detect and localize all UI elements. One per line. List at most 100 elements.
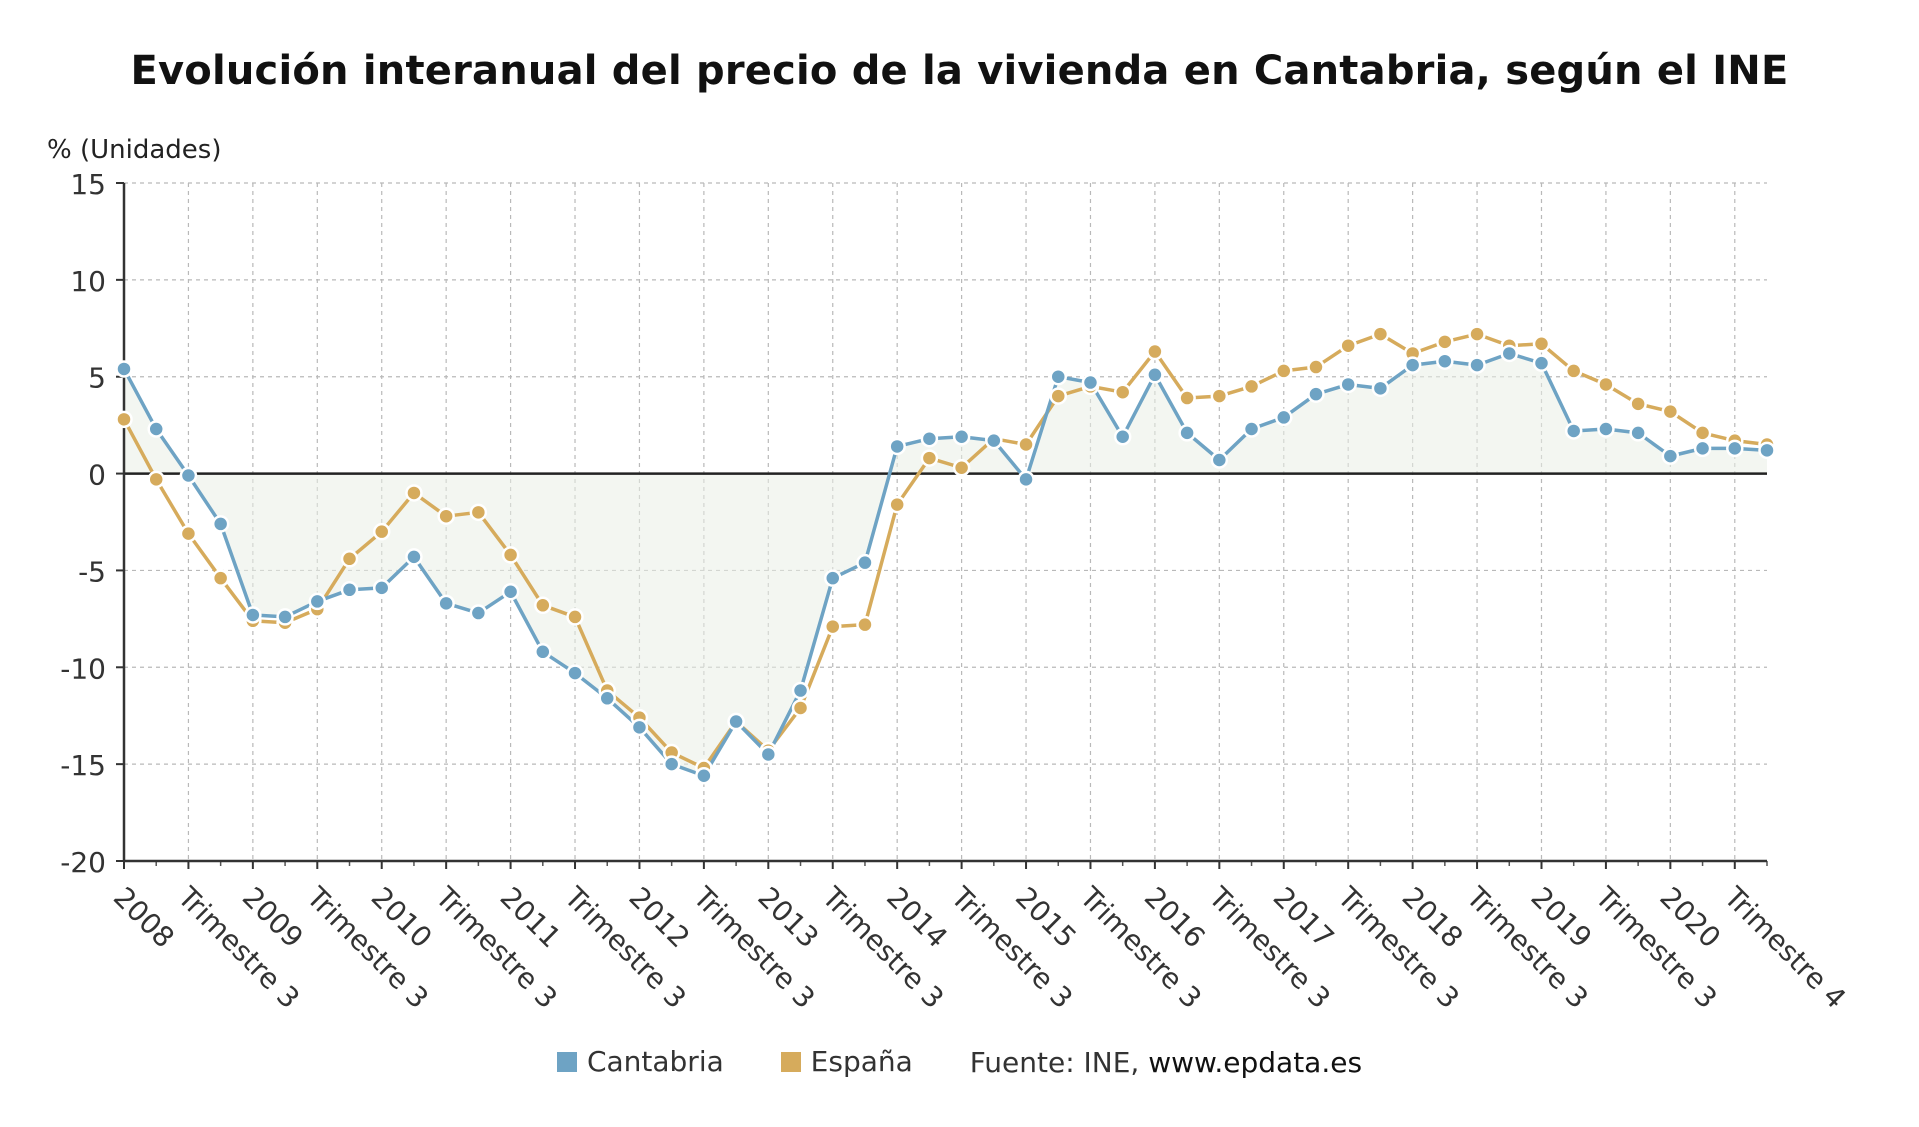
data-point-cantabria	[727, 712, 745, 731]
y-tick-labels: 15 10 5 0 -5 -10 -15 -20	[60, 168, 106, 879]
series-line-cantabria	[122, 351, 1768, 778]
series-line-espana	[122, 332, 1768, 770]
data-point-cantabria	[147, 420, 165, 438]
series-lines	[122, 332, 1768, 778]
data-point-cantabria	[1629, 424, 1647, 442]
legend: Cantabria España Fuente: INE, www.epdata…	[0, 1045, 1919, 1079]
data-point-espana	[1661, 402, 1680, 421]
source-prefix: Fuente: INE,	[969, 1045, 1149, 1079]
data-point-cantabria	[1113, 428, 1132, 446]
data-point-cantabria	[1275, 408, 1293, 427]
chart-title: Evolución interanual del precio de la vi…	[130, 48, 1789, 94]
data-point-espana	[340, 550, 359, 568]
data-point-cantabria	[630, 718, 649, 737]
data-point-cantabria	[566, 664, 584, 682]
data-point-cantabria	[1242, 420, 1261, 438]
y-tick-label: -20	[60, 846, 106, 879]
data-point-espana	[405, 484, 423, 502]
data-point-cantabria	[1661, 447, 1680, 465]
data-point-espana	[888, 495, 906, 514]
data-point-cantabria	[308, 592, 327, 611]
data-point-espana	[1371, 325, 1390, 343]
cantabria-area	[124, 353, 1767, 776]
data-point-espana	[469, 503, 488, 522]
data-point-cantabria	[1436, 352, 1454, 370]
legend-swatch-espana	[780, 1051, 801, 1072]
y-tick-label: 0	[88, 459, 106, 492]
data-point-espana	[1113, 383, 1132, 401]
y-tick-label: -5	[78, 555, 106, 588]
data-point-espana	[1146, 342, 1164, 361]
x-tick-label: Trimestre 4	[1717, 880, 1852, 1015]
data-point-espana	[1210, 387, 1229, 405]
data-point-espana	[1693, 424, 1712, 442]
data-point-cantabria	[888, 437, 906, 456]
y-tick-label: -15	[60, 749, 106, 782]
legend-label-cantabria: Cantabria	[586, 1045, 724, 1078]
data-point-cantabria	[759, 745, 778, 764]
data-point-cantabria	[1210, 451, 1229, 469]
data-point-cantabria	[1564, 422, 1583, 440]
data-point-cantabria	[276, 608, 294, 626]
data-point-cantabria	[985, 431, 1003, 450]
data-point-espana	[1436, 333, 1454, 351]
series-points	[115, 325, 1776, 785]
data-point-cantabria	[1758, 441, 1776, 460]
data-point-espana	[1532, 335, 1551, 353]
data-point-espana	[179, 524, 198, 543]
data-point-espana	[1178, 389, 1196, 407]
legend-swatch-cantabria	[556, 1051, 577, 1072]
data-point-espana	[1597, 375, 1615, 394]
data-point-cantabria	[1371, 379, 1390, 398]
data-point-espana	[1468, 325, 1486, 343]
data-point-espana	[1564, 362, 1583, 380]
data-point-espana	[1017, 435, 1035, 454]
axes	[116, 182, 1768, 869]
data-point-cantabria	[1726, 439, 1744, 458]
y-tick-label: 5	[88, 362, 106, 395]
source-credit: Fuente: INE, www.epdata.es	[970, 1046, 1362, 1079]
data-point-cantabria	[856, 553, 874, 572]
data-point-cantabria	[1468, 356, 1486, 374]
data-point-espana	[372, 522, 391, 541]
data-point-espana	[1275, 362, 1293, 380]
data-point-cantabria	[244, 606, 262, 624]
y-tick-label: 15	[70, 168, 106, 201]
data-point-cantabria	[437, 594, 455, 613]
data-point-cantabria	[211, 515, 230, 533]
data-point-cantabria	[1081, 373, 1100, 392]
data-point-espana	[1307, 358, 1325, 376]
data-point-cantabria	[1049, 367, 1068, 386]
data-point-cantabria	[1017, 470, 1035, 489]
data-point-espana	[1339, 336, 1357, 355]
data-point-cantabria	[952, 428, 971, 446]
data-point-cantabria	[340, 581, 359, 599]
data-point-cantabria	[1339, 375, 1357, 394]
data-point-cantabria	[372, 579, 391, 597]
data-point-espana	[1629, 395, 1647, 413]
data-point-cantabria	[469, 604, 488, 622]
data-point-espana	[791, 699, 810, 717]
data-point-cantabria	[115, 360, 133, 378]
data-point-cantabria	[405, 548, 423, 566]
data-point-espana	[147, 470, 165, 489]
data-point-espana	[534, 596, 552, 615]
source-link[interactable]: www.epdata.es	[1148, 1045, 1363, 1079]
data-point-cantabria	[1500, 344, 1519, 363]
data-point-cantabria	[501, 582, 520, 601]
data-point-espana	[1242, 377, 1261, 396]
legend-label-espana: España	[810, 1045, 913, 1078]
data-point-espana	[115, 410, 133, 429]
y-tick-label: -10	[60, 652, 106, 685]
data-point-espana	[211, 569, 230, 587]
data-point-espana	[823, 617, 842, 636]
data-point-cantabria	[695, 767, 713, 785]
data-point-espana	[952, 459, 971, 477]
data-point-cantabria	[1307, 385, 1325, 403]
data-point-cantabria	[1532, 354, 1551, 372]
data-point-cantabria	[1146, 366, 1164, 384]
data-point-espana	[501, 546, 520, 564]
data-point-cantabria	[598, 689, 616, 708]
